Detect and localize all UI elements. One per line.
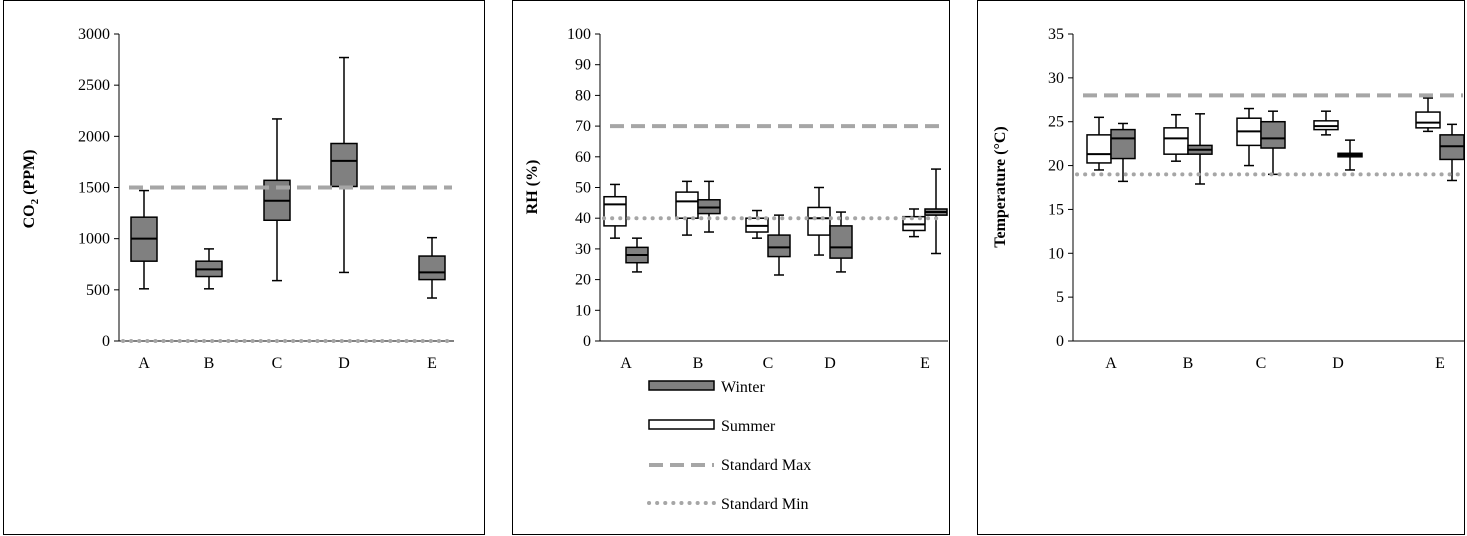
rh-summer-c-box [745,209,769,239]
temp-winter-a-box [1110,122,1136,183]
temp-y-tick-label: 10 [1048,245,1064,262]
legend-standard-min-label: Standard Min [721,496,809,513]
temp-winter-d-box [1337,139,1363,171]
rh-x-tick-label: C [763,355,774,372]
temp-winter-c-box [1260,110,1286,176]
temp-x-tick-label: D [1332,355,1344,372]
legend-summer-label: Summer [721,418,776,435]
co2-x-tick-label: B [204,355,215,372]
rh-winter-e-box [924,168,948,255]
rh-summer-b-box [675,180,699,236]
temp-summer-e-box [1415,97,1441,133]
temp-summer-a-iqr [1086,134,1112,164]
temperature-ylabel: Temperature (°C) [992,126,1009,247]
temp-winter-c-iqr [1260,120,1286,149]
legend-standard-max-label: Standard Max [721,457,811,474]
rh-winter-c-iqr [767,234,791,258]
co2-x-tick-label: E [427,355,437,372]
temp-summer-c-box [1236,107,1262,167]
rh-ylabel: RH (%) [524,160,541,215]
co2-x-tick-label: A [138,355,150,372]
co2-ylabel-main: CO [21,204,38,228]
rh-y-tick-label: 100 [567,26,591,43]
temp-y-tick-label: 0 [1056,333,1064,350]
temp-summer-b-box [1163,113,1189,162]
rh-chart-panel: RH (%) Winter Summer Standard Max Standa… [512,0,950,535]
rh-winter-d-iqr [829,225,853,259]
rh-winter-b-box [697,180,721,233]
rh-summer-a-iqr [603,195,627,227]
co2-y-tick-label: 500 [86,282,110,299]
temp-summer-a-box [1086,116,1112,171]
co2-y-tick-label: 1000 [78,231,110,248]
temp-winter-b-box [1187,113,1213,185]
rh-y-tick-label: 90 [575,57,591,74]
co2-y-tick-label: 3000 [78,26,110,43]
co2-y-tick-label: 2500 [78,77,110,94]
co2-winter-e-box [418,236,446,299]
rh-y-tick-label: 40 [575,210,591,227]
rh-summer-a-box [603,183,627,239]
temp-summer-b-iqr [1163,127,1189,155]
legend-summer-swatch [648,419,715,430]
co2-winter-c-box [263,118,291,282]
rh-x-tick-label: E [920,355,930,372]
legend-winter-swatch [648,380,715,391]
rh-y-tick-label: 20 [575,272,591,289]
co2-winter-d-box [330,56,358,274]
co2-winter-d-iqr [330,142,358,188]
co2-ylabel-rest: (PPM) [21,150,38,199]
rh-y-tick-label: 30 [575,241,591,258]
temp-y-tick-label: 35 [1048,26,1064,43]
rh-summer-d-iqr [807,206,831,236]
rh-x-tick-label: B [693,355,704,372]
temp-summer-d-box [1313,110,1339,136]
co2-x-tick-label: C [272,355,283,372]
co2-winter-a-box [130,189,158,290]
temp-winter-a-iqr [1110,128,1136,160]
co2-y-tick-label: 1500 [78,180,110,197]
co2-winter-e-iqr [418,255,446,281]
rh-y-tick-label: 0 [583,333,591,350]
rh-y-tick-label: 70 [575,118,591,135]
temp-summer-e-iqr [1415,111,1441,129]
co2-chart: CO2 (PPM) 0 500 1000 1500 2000 2500 3000 A B C D E [21,26,454,372]
legend: Winter Summer Standard Max Standard Min [647,379,811,513]
rh-winter-d-box [829,211,853,273]
temp-x-tick-label: A [1105,355,1117,372]
temp-x-tick-label: C [1256,355,1267,372]
temp-y-tick-label: 20 [1048,158,1064,175]
co2-chart-panel: CO2 (PPM) 0 500 1000 1500 2000 2500 3000 A B C D E [3,0,485,535]
rh-x-tick-label: D [824,355,836,372]
rh-y-tick-label: 60 [575,149,591,166]
temperature-chart-panel: Temperature (°C) 0 5 10 15 20 25 30 35 A B C D E [977,0,1465,535]
temp-y-tick-label: 30 [1048,70,1064,87]
rh-chart: RH (%) Winter Summer Standard Max Standa… [524,26,948,513]
temp-y-tick-label: 5 [1056,289,1064,306]
temperature-chart: Temperature (°C) 0 5 10 15 20 25 30 35 A B C D E [992,26,1465,372]
legend-winter-label: Winter [721,379,765,396]
rh-summer-e-box [902,208,926,238]
co2-ylabel: CO2 (PPM) [21,150,41,229]
rh-y-tick-label: 10 [575,302,591,319]
rh-winter-c-box [767,214,791,276]
co2-x-tick-label: D [338,355,350,372]
co2-winter-b-box [195,248,223,290]
co2-y-tick-label: 0 [102,333,110,350]
rh-y-tick-label: 50 [575,180,591,197]
rh-summer-b-iqr [675,191,699,219]
temp-x-tick-label: B [1183,355,1194,372]
rh-summer-d-box [807,186,831,256]
co2-ylabel-sub: 2 [29,198,41,204]
rh-winter-a-box [625,237,649,273]
co2-y-tick-label: 2000 [78,128,110,145]
temp-y-tick-label: 15 [1048,201,1064,218]
rh-x-tick-label: A [620,355,632,372]
temp-y-tick-label: 25 [1048,114,1064,131]
temp-x-tick-label: E [1435,355,1445,372]
temp-winter-e-box [1439,123,1465,182]
rh-y-tick-label: 80 [575,87,591,104]
